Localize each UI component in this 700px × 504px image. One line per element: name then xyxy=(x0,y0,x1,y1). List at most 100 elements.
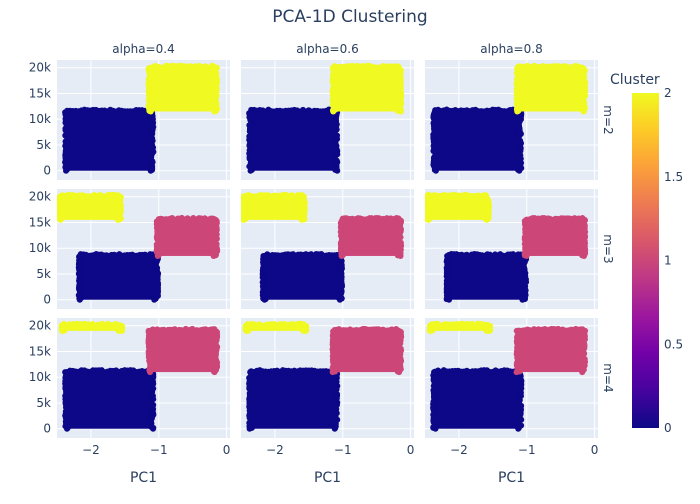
scatter-points xyxy=(426,320,589,432)
scatter-points xyxy=(57,191,221,303)
colorbar-title: Cluster xyxy=(610,72,660,88)
point xyxy=(579,369,586,376)
point xyxy=(299,192,306,199)
point xyxy=(147,108,154,115)
point xyxy=(298,216,305,223)
cluster-1-points xyxy=(518,330,583,373)
y-tick-label: 0 xyxy=(43,164,51,178)
cluster-2-points xyxy=(334,67,399,112)
y-tick-label: 20k xyxy=(29,190,51,204)
cluster-0-points xyxy=(435,111,519,171)
point xyxy=(57,216,64,223)
point xyxy=(334,167,341,174)
colorbar-tick-label: 0.5 xyxy=(664,337,683,351)
point xyxy=(147,369,154,376)
cluster-0-points xyxy=(448,255,524,300)
column-label: alpha=0.6 xyxy=(296,42,358,56)
cluster-0-points xyxy=(264,255,340,300)
scatter-points xyxy=(62,62,221,174)
point xyxy=(115,192,122,199)
scatter-points xyxy=(425,191,589,303)
point xyxy=(211,63,218,70)
facet-grid: 0 5k 10k 15k 20k 0 5k 10k 15k 20k 0 5k 10k 15k 20k −2 −1… xyxy=(29,60,599,457)
facet-panel-2-3 xyxy=(425,189,598,309)
x-tick-label: −1 xyxy=(150,443,168,457)
y-tick-label: 20k xyxy=(29,319,51,333)
cluster-2-points xyxy=(431,325,488,331)
x-tick-label: −1 xyxy=(518,443,536,457)
point xyxy=(76,296,83,303)
cluster-2-points xyxy=(518,67,583,112)
scatter-points xyxy=(246,62,405,174)
cluster-0-points xyxy=(67,111,151,171)
point xyxy=(330,108,337,115)
y-tick-label: 15k xyxy=(29,86,51,100)
point xyxy=(211,108,218,115)
y-tick-label: 10k xyxy=(29,112,51,126)
point xyxy=(580,108,587,115)
row-label: m=4 xyxy=(601,363,615,392)
chart-title: PCA-1D Clustering xyxy=(272,7,427,27)
y-tick-label: 15k xyxy=(29,215,51,229)
scatter-points xyxy=(58,320,221,432)
x-axis-title: PC1 xyxy=(314,470,341,486)
y-tick-label: 5k xyxy=(36,396,51,410)
point xyxy=(63,167,70,174)
column-label: alpha=0.4 xyxy=(112,42,174,56)
x-tick-label: −2 xyxy=(266,443,284,457)
scatter-points xyxy=(241,191,405,303)
x-tick-label: 0 xyxy=(591,443,599,457)
facet-panel-1-3 xyxy=(425,60,598,180)
y-tick-label: 10k xyxy=(29,241,51,255)
point xyxy=(301,327,308,334)
point xyxy=(211,326,218,333)
point xyxy=(432,167,439,174)
cluster-0-points xyxy=(67,372,151,429)
point xyxy=(150,425,157,432)
cluster-0-points xyxy=(251,111,335,171)
point xyxy=(210,252,217,259)
x-tick-label: 0 xyxy=(223,443,231,457)
point xyxy=(397,252,404,259)
cluster-2-points xyxy=(428,196,487,220)
cluster-2-points xyxy=(150,67,215,112)
point xyxy=(211,216,218,223)
x-tick-label: −2 xyxy=(82,443,100,457)
point xyxy=(579,326,586,333)
y-tick-label: 20k xyxy=(29,61,51,75)
x-axis-title: PC1 xyxy=(130,470,157,486)
cluster-1-points xyxy=(150,330,215,373)
point xyxy=(247,167,254,174)
x-tick-label: −1 xyxy=(334,443,352,457)
cluster-1-points xyxy=(342,219,399,256)
point xyxy=(154,252,161,259)
x-axis-title: PC1 xyxy=(498,470,525,486)
point xyxy=(485,327,492,334)
facet-panel-2-2 xyxy=(241,189,414,309)
point xyxy=(336,296,343,303)
facet-panel-1-2 xyxy=(241,60,414,180)
y-tick-label: 5k xyxy=(36,267,51,281)
cluster-2-points xyxy=(247,325,304,331)
cluster-0-points xyxy=(251,372,335,429)
point xyxy=(261,296,268,303)
column-labels: alpha=0.4 alpha=0.6 alpha=0.8 xyxy=(112,42,542,56)
cluster-0-points xyxy=(80,255,156,300)
row-labels: m=2 m=3 m=4 xyxy=(601,105,615,392)
point xyxy=(519,296,526,303)
cluster-1-points xyxy=(334,330,399,373)
facet-panel-1-1: 0 5k 10k 15k 20k xyxy=(29,60,230,180)
point xyxy=(395,327,402,334)
point xyxy=(515,425,522,432)
colorbar-gradient xyxy=(632,93,659,428)
point xyxy=(211,369,218,376)
point xyxy=(579,64,586,71)
point xyxy=(427,327,434,334)
y-tick-label: 0 xyxy=(43,422,51,436)
point xyxy=(338,252,345,259)
point xyxy=(483,192,490,199)
x-axis-titles: PC1 PC1 PC1 xyxy=(130,470,525,486)
facet-panel-3-2: −2 −1 0 xyxy=(241,318,414,457)
point xyxy=(581,252,588,259)
point xyxy=(116,322,123,329)
